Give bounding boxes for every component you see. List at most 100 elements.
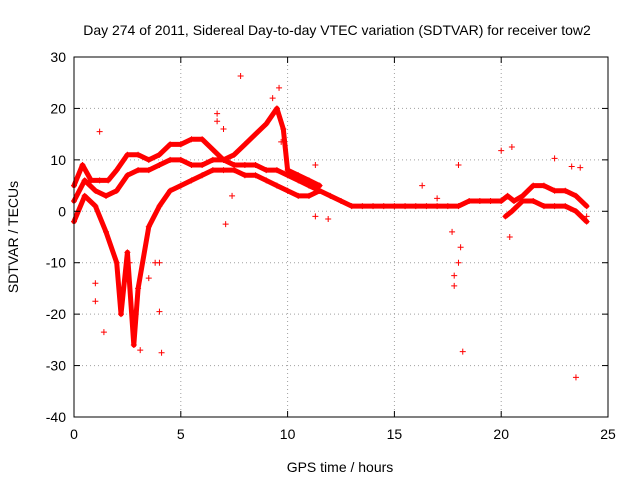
data-point: [540, 182, 547, 189]
series-dense_band_lower: [71, 167, 323, 348]
data-point: [124, 172, 131, 179]
series-outliers: [92, 73, 590, 381]
data-point: [92, 187, 99, 194]
data-point: [231, 162, 238, 168]
data-point: [455, 162, 462, 168]
x-tick-label: 25: [600, 426, 616, 442]
data-point: [103, 228, 110, 235]
data-point: [209, 167, 216, 174]
data-point: [305, 182, 312, 189]
data-point: [284, 187, 291, 194]
data-point: [79, 162, 86, 168]
data-point: [455, 203, 462, 210]
y-tick-label: 0: [58, 203, 66, 219]
data-point: [177, 156, 184, 163]
data-point: [519, 192, 526, 199]
data-point: [530, 182, 537, 189]
data-point: [214, 118, 221, 125]
data-point: [103, 192, 110, 199]
data-point: [273, 167, 280, 174]
chart-title: Day 274 of 2011, Sidereal Day-to-day VTE…: [83, 22, 591, 38]
data-point: [214, 110, 221, 117]
data-point: [156, 308, 163, 315]
data-point: [325, 216, 332, 222]
data-point: [312, 162, 319, 168]
data-point: [188, 177, 195, 184]
data-point: [451, 272, 458, 279]
data-point: [222, 221, 229, 228]
data-point: [167, 156, 174, 163]
series-quiet_band: [316, 182, 590, 210]
data-point: [92, 280, 99, 287]
data-point: [177, 182, 184, 189]
data-point: [199, 136, 206, 143]
data-point: [455, 259, 462, 266]
data-point: [188, 162, 195, 168]
data-point: [145, 223, 152, 230]
data-point: [423, 203, 430, 210]
data-point: [156, 162, 163, 168]
data-point: [130, 342, 137, 348]
data-point: [449, 228, 456, 235]
x-tick-label: 20: [493, 426, 509, 442]
data-point: [476, 198, 483, 204]
data-point: [295, 177, 302, 184]
data-point: [508, 144, 515, 150]
data-point: [327, 192, 334, 199]
data-point: [434, 195, 441, 202]
data-point: [113, 187, 120, 194]
data-point: [231, 167, 238, 174]
data-point: [156, 151, 163, 158]
data-point: [312, 213, 319, 220]
data-point: [220, 126, 227, 132]
data-point: [188, 136, 195, 143]
data-point: [577, 164, 584, 171]
data-point: [199, 162, 206, 168]
data-point: [583, 218, 590, 225]
data-point: [466, 198, 473, 204]
series-trace: [71, 157, 323, 204]
data-point: [177, 141, 184, 148]
data-point: [295, 192, 302, 199]
data-point: [273, 105, 280, 112]
data-point: [273, 182, 280, 189]
data-point: [126, 259, 133, 266]
y-tick-label: 10: [50, 152, 66, 168]
data-point: [562, 203, 569, 210]
data-point: [530, 198, 537, 204]
data-point: [92, 298, 99, 305]
data-point: [295, 172, 302, 179]
data-point: [105, 177, 112, 184]
data-point: [519, 198, 526, 204]
series-quiet_band_lower: [502, 198, 590, 225]
data-point: [231, 151, 238, 158]
data-point: [562, 187, 569, 194]
data-points: [71, 73, 590, 381]
data-point: [583, 213, 590, 220]
plot-frame: [73, 56, 609, 418]
x-axis-label: GPS time / hours: [287, 459, 394, 475]
data-point: [263, 167, 270, 174]
data-point: [209, 156, 216, 163]
data-point: [81, 177, 88, 184]
data-point: [278, 138, 285, 145]
data-point: [457, 244, 464, 251]
data-point: [252, 131, 259, 138]
ticks: 0 5 10 15 20 25 -40 -30 -20 -10 0 10 20 30: [46, 49, 616, 442]
data-point: [540, 203, 547, 210]
data-point: [502, 213, 509, 220]
series-trace: [71, 167, 323, 348]
data-point: [113, 167, 120, 174]
data-point: [96, 177, 103, 184]
data-point: [305, 177, 312, 184]
data-point: [156, 203, 163, 210]
data-point: [572, 374, 579, 381]
data-point: [220, 156, 227, 163]
data-point: [124, 249, 131, 256]
series-trace: [71, 105, 323, 189]
x-tick-label: 5: [177, 426, 185, 442]
data-point: [412, 203, 419, 210]
data-point: [117, 311, 124, 318]
data-point: [359, 203, 366, 210]
series-dense_band_middle: [71, 156, 323, 204]
